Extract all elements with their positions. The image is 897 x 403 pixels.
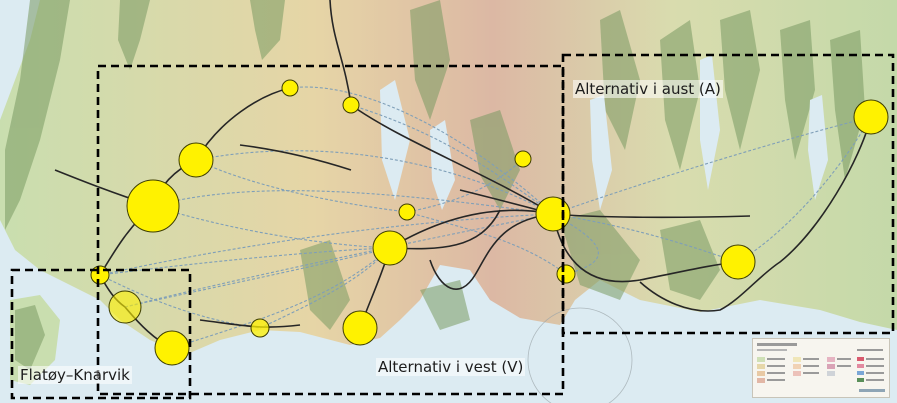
- node-west-north: [178, 142, 214, 178]
- label-alternative-west: Alternativ i vest (V): [376, 358, 526, 376]
- map-legend: [752, 338, 890, 398]
- node-east-small: [514, 150, 532, 168]
- label-alternative-east: Alternativ i aust (A): [573, 80, 723, 98]
- node-flatoy: [154, 330, 190, 366]
- node-hub-east: [535, 196, 571, 232]
- node-far-east: [853, 99, 889, 135]
- route-nodes: [90, 79, 889, 366]
- node-north-2: [342, 96, 360, 114]
- routes-dashed: [99, 86, 872, 349]
- node-south-east-small: [556, 264, 576, 284]
- reference-circle: [527, 307, 633, 403]
- frame-flatoy-knarvik: [10, 268, 192, 400]
- area-frames: [10, 53, 895, 400]
- frame-east: [561, 53, 895, 335]
- node-central-small: [398, 203, 416, 221]
- node-central: [372, 230, 408, 266]
- node-large-west: [126, 179, 180, 233]
- island-sw-forest: [15, 305, 45, 370]
- map-legend-icon: [757, 343, 885, 392]
- terrain-forest: [5, 0, 865, 330]
- node-south-central: [342, 310, 378, 346]
- node-south-small: [250, 318, 270, 338]
- label-flatoy-knarvik: Flatøy–Knarvik: [18, 366, 132, 384]
- node-east-south: [720, 244, 756, 280]
- node-north-1: [281, 79, 299, 97]
- node-knarvik: [108, 290, 142, 324]
